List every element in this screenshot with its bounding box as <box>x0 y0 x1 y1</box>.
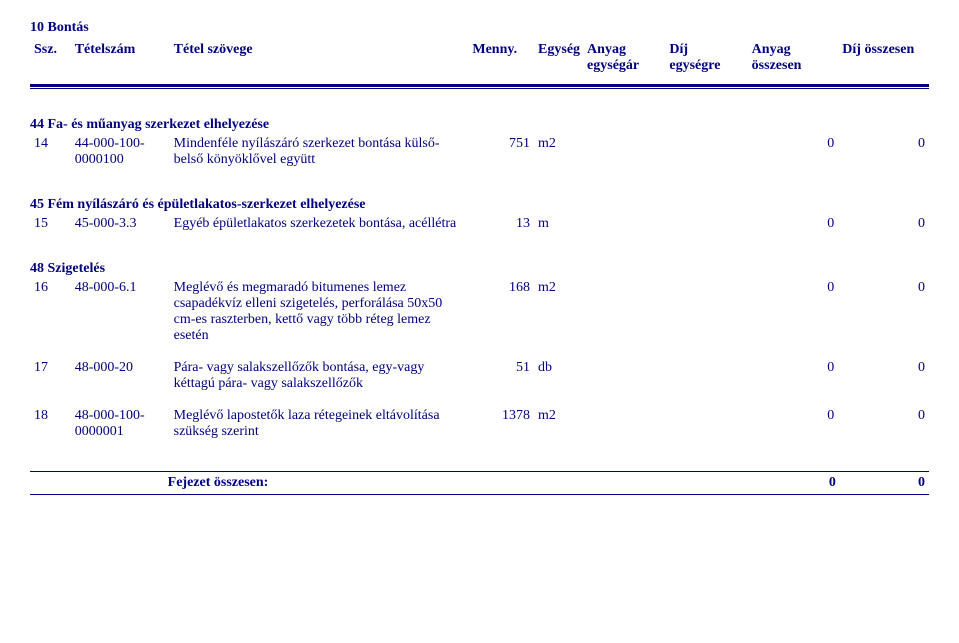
cell-qty: 51 <box>468 359 534 393</box>
hdr-anyag-egysegar: Anyag egységár <box>583 42 665 74</box>
table-row: 15 45-000-3.3 Egyéb épületlakatos szerke… <box>30 215 929 233</box>
cell-text: 48-000-100- <box>75 408 145 423</box>
hdr-text: Anyag <box>752 42 791 57</box>
chapter-total-row: Fejezet összesen: 0 0 <box>30 473 929 493</box>
hdr-dij-egysegre: Díj egységre <box>665 42 747 74</box>
table-row: 17 48-000-20 Pára- vagy salakszellőzők b… <box>30 359 929 393</box>
column-header: Ssz. Tételszám Tétel szövege Menny. Egys… <box>30 42 929 74</box>
chapter-total-v1: 0 <box>747 475 836 491</box>
cell-empty <box>665 359 747 393</box>
cell-unit: m2 <box>534 279 583 345</box>
cell-empty <box>665 215 747 233</box>
cell-v1: 0 <box>748 135 839 169</box>
section-heading: 48 Szigetelés <box>30 261 929 277</box>
hdr-ssz: Ssz. <box>30 42 71 74</box>
cell-tetelszam: 48-000-100- 0000001 <box>71 407 170 441</box>
cell-unit: m2 <box>534 135 583 169</box>
cell-text: 0000001 <box>75 424 124 439</box>
chapter-total-v2: 0 <box>836 475 925 491</box>
divider <box>30 471 929 472</box>
table-row: 14 44-000-100- 0000100 Mindenféle nyílás… <box>30 135 929 169</box>
cell-v1: 0 <box>748 407 839 441</box>
cell-v1: 0 <box>748 279 839 345</box>
cell-empty <box>583 215 665 233</box>
hdr-menny: Menny. <box>468 42 534 74</box>
cell-empty <box>583 407 665 441</box>
table-row: 18 48-000-100- 0000001 Meglévő lapostető… <box>30 407 929 441</box>
cell-empty <box>665 279 747 345</box>
chapter-total-label: Fejezet összesen: <box>34 475 747 491</box>
cell-qty: 1378 <box>468 407 534 441</box>
hdr-text: egységre <box>669 58 720 73</box>
cell-text: 0000100 <box>75 152 124 167</box>
hdr-text: egységár <box>587 58 639 73</box>
cell-qty: 751 <box>468 135 534 169</box>
cell-tetelszam: 44-000-100- 0000100 <box>71 135 170 169</box>
cell-unit: db <box>534 359 583 393</box>
cell-v1: 0 <box>748 215 839 233</box>
cell-unit: m <box>534 215 583 233</box>
cell-empty <box>665 135 747 169</box>
cell-v2: 0 <box>838 279 929 345</box>
hdr-text: összesen <box>752 58 802 73</box>
hdr-dij-osszesen: Díj összesen <box>838 42 929 74</box>
cell-description: Pára- vagy salakszellőzők bontása, egy-v… <box>170 359 469 393</box>
cell-unit: m2 <box>534 407 583 441</box>
cell-v2: 0 <box>838 135 929 169</box>
page-title: 10 Bontás <box>30 20 929 36</box>
section-heading: 45 Fém nyílászáró és épületlakatos-szerk… <box>30 197 929 213</box>
cell-empty <box>583 279 665 345</box>
cell-description: Egyéb épületlakatos szerkezetek bontása,… <box>170 215 469 233</box>
cell-v1: 0 <box>748 359 839 393</box>
cell-v2: 0 <box>838 215 929 233</box>
hdr-anyag-osszesen: Anyag összesen <box>748 42 839 74</box>
table-row: 16 48-000-6.1 Meglévő és megmaradó bitum… <box>30 279 929 345</box>
cell-ssz: 16 <box>30 279 71 345</box>
cell-ssz: 15 <box>30 215 71 233</box>
cell-empty <box>665 407 747 441</box>
hdr-tetelszam: Tételszám <box>71 42 170 74</box>
cell-qty: 168 <box>468 279 534 345</box>
cell-qty: 13 <box>468 215 534 233</box>
cell-text: 44-000-100- <box>75 136 145 151</box>
cell-ssz: 14 <box>30 135 71 169</box>
hdr-text: Anyag <box>587 42 626 57</box>
section-heading: 44 Fa- és műanyag szerkezet elhelyezése <box>30 117 929 133</box>
cell-empty <box>583 135 665 169</box>
cell-tetelszam: 48-000-20 <box>71 359 170 393</box>
cell-v2: 0 <box>838 359 929 393</box>
cell-tetelszam: 48-000-6.1 <box>71 279 170 345</box>
cell-tetelszam: 45-000-3.3 <box>71 215 170 233</box>
cell-ssz: 17 <box>30 359 71 393</box>
divider <box>30 494 929 495</box>
divider <box>30 88 929 89</box>
hdr-text: Díj <box>669 42 688 57</box>
cell-description: Meglévő és megmaradó bitumenes lemez csa… <box>170 279 469 345</box>
cell-description: Mindenféle nyílászáró szerkezet bontása … <box>170 135 469 169</box>
hdr-tetel-szovege: Tétel szövege <box>170 42 469 74</box>
divider <box>30 84 929 87</box>
cell-empty <box>583 359 665 393</box>
cell-v2: 0 <box>838 407 929 441</box>
cell-description: Meglévő lapostetők laza rétegeinek eltáv… <box>170 407 469 441</box>
hdr-egyseg: Egység <box>534 42 583 74</box>
cell-ssz: 18 <box>30 407 71 441</box>
